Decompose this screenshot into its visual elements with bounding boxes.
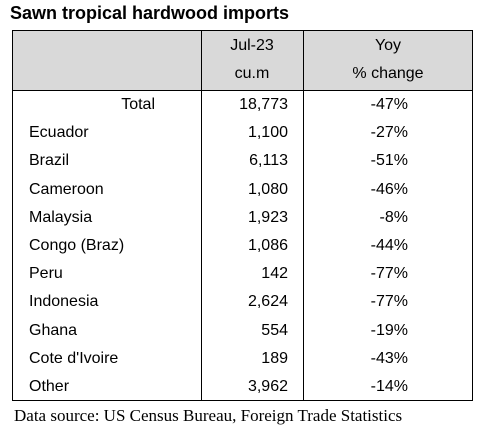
cell-value: 1,086 — [247, 237, 288, 254]
cell-change: -51% — [370, 152, 408, 170]
column-header: % change — [352, 65, 424, 82]
row-label: Cote d'Ivoire — [29, 349, 119, 367]
column-header: cu.m — [234, 65, 270, 82]
cell-change: -47% — [370, 96, 408, 113]
row-label: Ecuador — [29, 124, 89, 142]
cell-value: 554 — [261, 321, 288, 339]
cell-change: -19% — [370, 321, 408, 339]
title: Sawn tropical hardwood imports — [10, 3, 290, 23]
source-note: Data source: US Census Bureau, Foreign T… — [14, 406, 403, 425]
row-label: Brazil — [29, 152, 70, 170]
cell-value: 6,113 — [249, 152, 288, 170]
cell-change: -77% — [370, 265, 408, 283]
row-label: Malaysia — [29, 208, 93, 226]
row-label: Ghana — [29, 321, 78, 339]
cell-value: 142 — [261, 265, 288, 283]
row-label: Congo (Braz) — [29, 237, 125, 254]
cell-change: -77% — [370, 293, 408, 311]
column-divider — [201, 31, 202, 400]
row-label: Cameroon — [29, 180, 104, 198]
row-label: Indonesia — [29, 293, 99, 311]
table: Jul-23 cu.m Yoy % change Total 18,773 -47% Ecua… — [12, 30, 473, 401]
column-header: Yoy — [374, 37, 402, 54]
cell-value: 1,100 — [247, 124, 288, 142]
cell-change: -43% — [370, 349, 408, 367]
row-label: Total — [121, 96, 155, 113]
cell-change: -14% — [370, 378, 408, 395]
cell-change: -8% — [379, 208, 408, 226]
cell-value: 3,962 — [247, 378, 288, 395]
column-header: Jul-23 — [230, 37, 274, 54]
row-label: Peru — [29, 265, 63, 283]
table-header — [13, 31, 472, 91]
cell-value: 1,923 — [247, 208, 288, 226]
cell-change: -46% — [370, 180, 408, 198]
cell-change: -27% — [370, 124, 408, 142]
cell-value: 2,624 — [247, 293, 288, 311]
cell-value: 18,773 — [239, 96, 288, 113]
cell-change: -44% — [370, 237, 408, 254]
column-divider — [303, 31, 304, 400]
cell-value: 1,080 — [247, 180, 288, 198]
cell-value: 189 — [261, 349, 288, 367]
row-label: Other — [29, 378, 70, 395]
